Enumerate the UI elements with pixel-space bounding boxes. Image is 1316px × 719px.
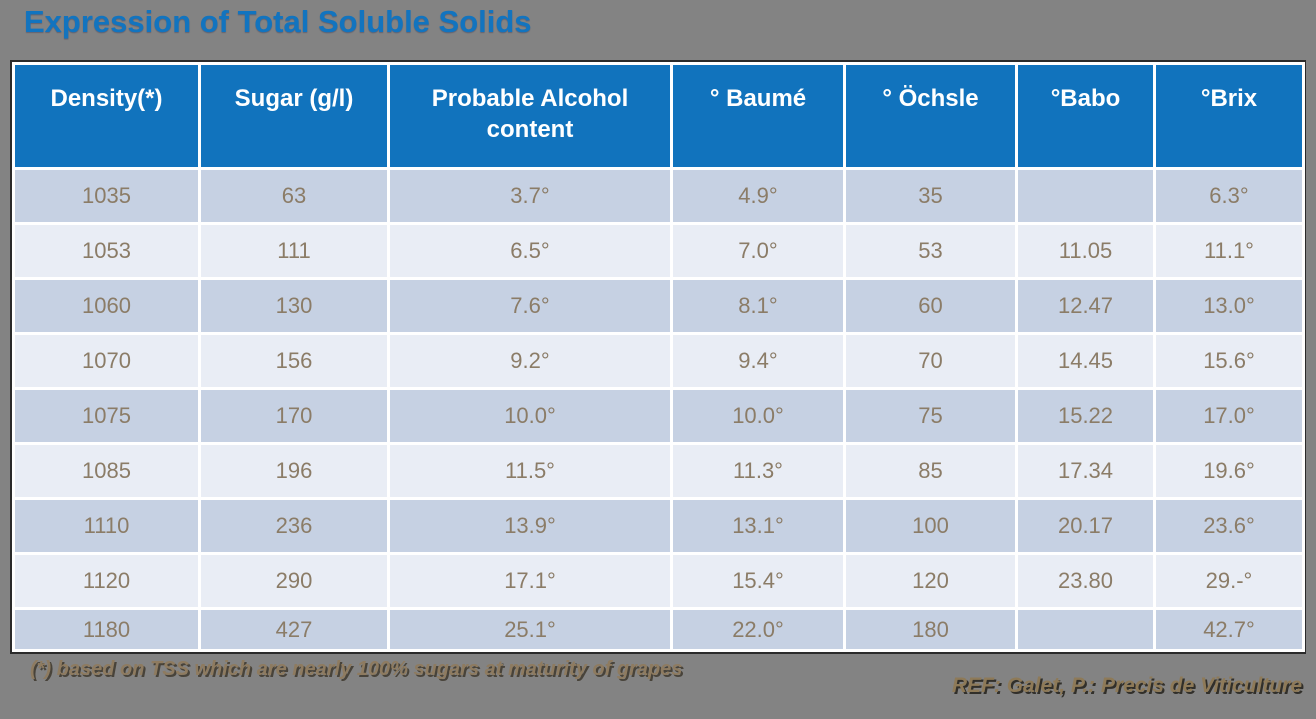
table-cell: 14.45	[1018, 335, 1153, 387]
table-row: 1110 236 13.9° 13.1° 100 20.17 23.6°	[15, 500, 1302, 552]
table-cell: 111	[201, 225, 387, 277]
table-cell: 427	[201, 610, 387, 649]
table-cell: 236	[201, 500, 387, 552]
table-cell: 196	[201, 445, 387, 497]
table-cell: 11.1°	[1156, 225, 1302, 277]
table-row: 1120 290 17.1° 15.4° 120 23.80 29.-°	[15, 555, 1302, 607]
header-cell: Sugar (g/l)	[201, 65, 387, 167]
table-cell: 17.34	[1018, 445, 1153, 497]
table-cell: 60	[846, 280, 1015, 332]
table-cell: 130	[201, 280, 387, 332]
table-cell: 4.9°	[673, 170, 843, 222]
table-row: 1070 156 9.2° 9.4° 70 14.45 15.6°	[15, 335, 1302, 387]
table-cell: 120	[846, 555, 1015, 607]
table-cell: 1035	[15, 170, 198, 222]
table-cell: 12.47	[1018, 280, 1153, 332]
table-cell: 15.6°	[1156, 335, 1302, 387]
table-cell: 3.7°	[390, 170, 670, 222]
table-cell: 9.4°	[673, 335, 843, 387]
table-cell: 70	[846, 335, 1015, 387]
table-cell: 8.1°	[673, 280, 843, 332]
tss-table: Density(*) Sugar (g/l) Probable Alcohol co…	[12, 62, 1305, 652]
table-cell: 17.0°	[1156, 390, 1302, 442]
table-cell: 25.1°	[390, 610, 670, 649]
table-cell: 11.5°	[390, 445, 670, 497]
table-cell: 10.0°	[390, 390, 670, 442]
table-row: 1060 130 7.6° 8.1° 60 12.47 13.0°	[15, 280, 1302, 332]
table-cell: 23.80	[1018, 555, 1153, 607]
table-cell: 20.17	[1018, 500, 1153, 552]
table-cell: 29.-°	[1156, 555, 1302, 607]
header-cell: °Brix	[1156, 65, 1302, 167]
table-cell: 11.05	[1018, 225, 1153, 277]
table-cell: 100	[846, 500, 1015, 552]
slide-title: Expression of Total Soluble Solids	[24, 4, 532, 39]
table-body: 1035 63 3.7° 4.9° 35 6.3° 1053 111 6.5° 7.0° 53 11.…	[15, 170, 1302, 649]
table-cell: 19.6°	[1156, 445, 1302, 497]
table-cell: 1085	[15, 445, 198, 497]
table-row: 1035 63 3.7° 4.9° 35 6.3°	[15, 170, 1302, 222]
tss-table-frame: Density(*) Sugar (g/l) Probable Alcohol co…	[10, 60, 1306, 654]
table-cell: 1060	[15, 280, 198, 332]
table-cell: 15.22	[1018, 390, 1153, 442]
table-cell: 156	[201, 335, 387, 387]
table-cell: 6.3°	[1156, 170, 1302, 222]
table-cell: 290	[201, 555, 387, 607]
table-cell: 15.4°	[673, 555, 843, 607]
table-cell: 11.3°	[673, 445, 843, 497]
table-cell	[1018, 170, 1153, 222]
header-cell: Density(*)	[15, 65, 198, 167]
footnote: (*) based on TSS which are nearly 100% s…	[30, 658, 683, 680]
table-cell: 1110	[15, 500, 198, 552]
table-row: 1180 427 25.1° 22.0° 180 42.7°	[15, 610, 1302, 649]
table-cell: 23.6°	[1156, 500, 1302, 552]
table-cell: 1070	[15, 335, 198, 387]
table-cell: 1180	[15, 610, 198, 649]
table-cell: 13.9°	[390, 500, 670, 552]
table-cell: 7.0°	[673, 225, 843, 277]
table-cell: 170	[201, 390, 387, 442]
table-cell: 1120	[15, 555, 198, 607]
table-cell: 35	[846, 170, 1015, 222]
table-cell: 22.0°	[673, 610, 843, 649]
table-cell: 1053	[15, 225, 198, 277]
table-cell: 53	[846, 225, 1015, 277]
header-cell: ° Baumé	[673, 65, 843, 167]
table-cell: 180	[846, 610, 1015, 649]
table-row: 1075 170 10.0° 10.0° 75 15.22 17.0°	[15, 390, 1302, 442]
header-cell: °Babo	[1018, 65, 1153, 167]
table-cell: 42.7°	[1156, 610, 1302, 649]
table-cell: 75	[846, 390, 1015, 442]
table-cell: 13.1°	[673, 500, 843, 552]
table-cell: 85	[846, 445, 1015, 497]
reference-citation: REF: Galet, P.: Precis de Viticulture	[951, 674, 1302, 697]
table-cell	[1018, 610, 1153, 649]
table-cell: 7.6°	[390, 280, 670, 332]
table-row: 1053 111 6.5° 7.0° 53 11.05 11.1°	[15, 225, 1302, 277]
table-cell: 6.5°	[390, 225, 670, 277]
table-cell: 1075	[15, 390, 198, 442]
table-cell: 63	[201, 170, 387, 222]
header-cell: ° Öchsle	[846, 65, 1015, 167]
table-cell: 9.2°	[390, 335, 670, 387]
table-row: 1085 196 11.5° 11.3° 85 17.34 19.6°	[15, 445, 1302, 497]
header-cell: Probable Alcohol content	[390, 65, 670, 167]
header-row: Density(*) Sugar (g/l) Probable Alcohol co…	[15, 65, 1302, 167]
table-cell: 10.0°	[673, 390, 843, 442]
table-cell: 13.0°	[1156, 280, 1302, 332]
table-cell: 17.1°	[390, 555, 670, 607]
